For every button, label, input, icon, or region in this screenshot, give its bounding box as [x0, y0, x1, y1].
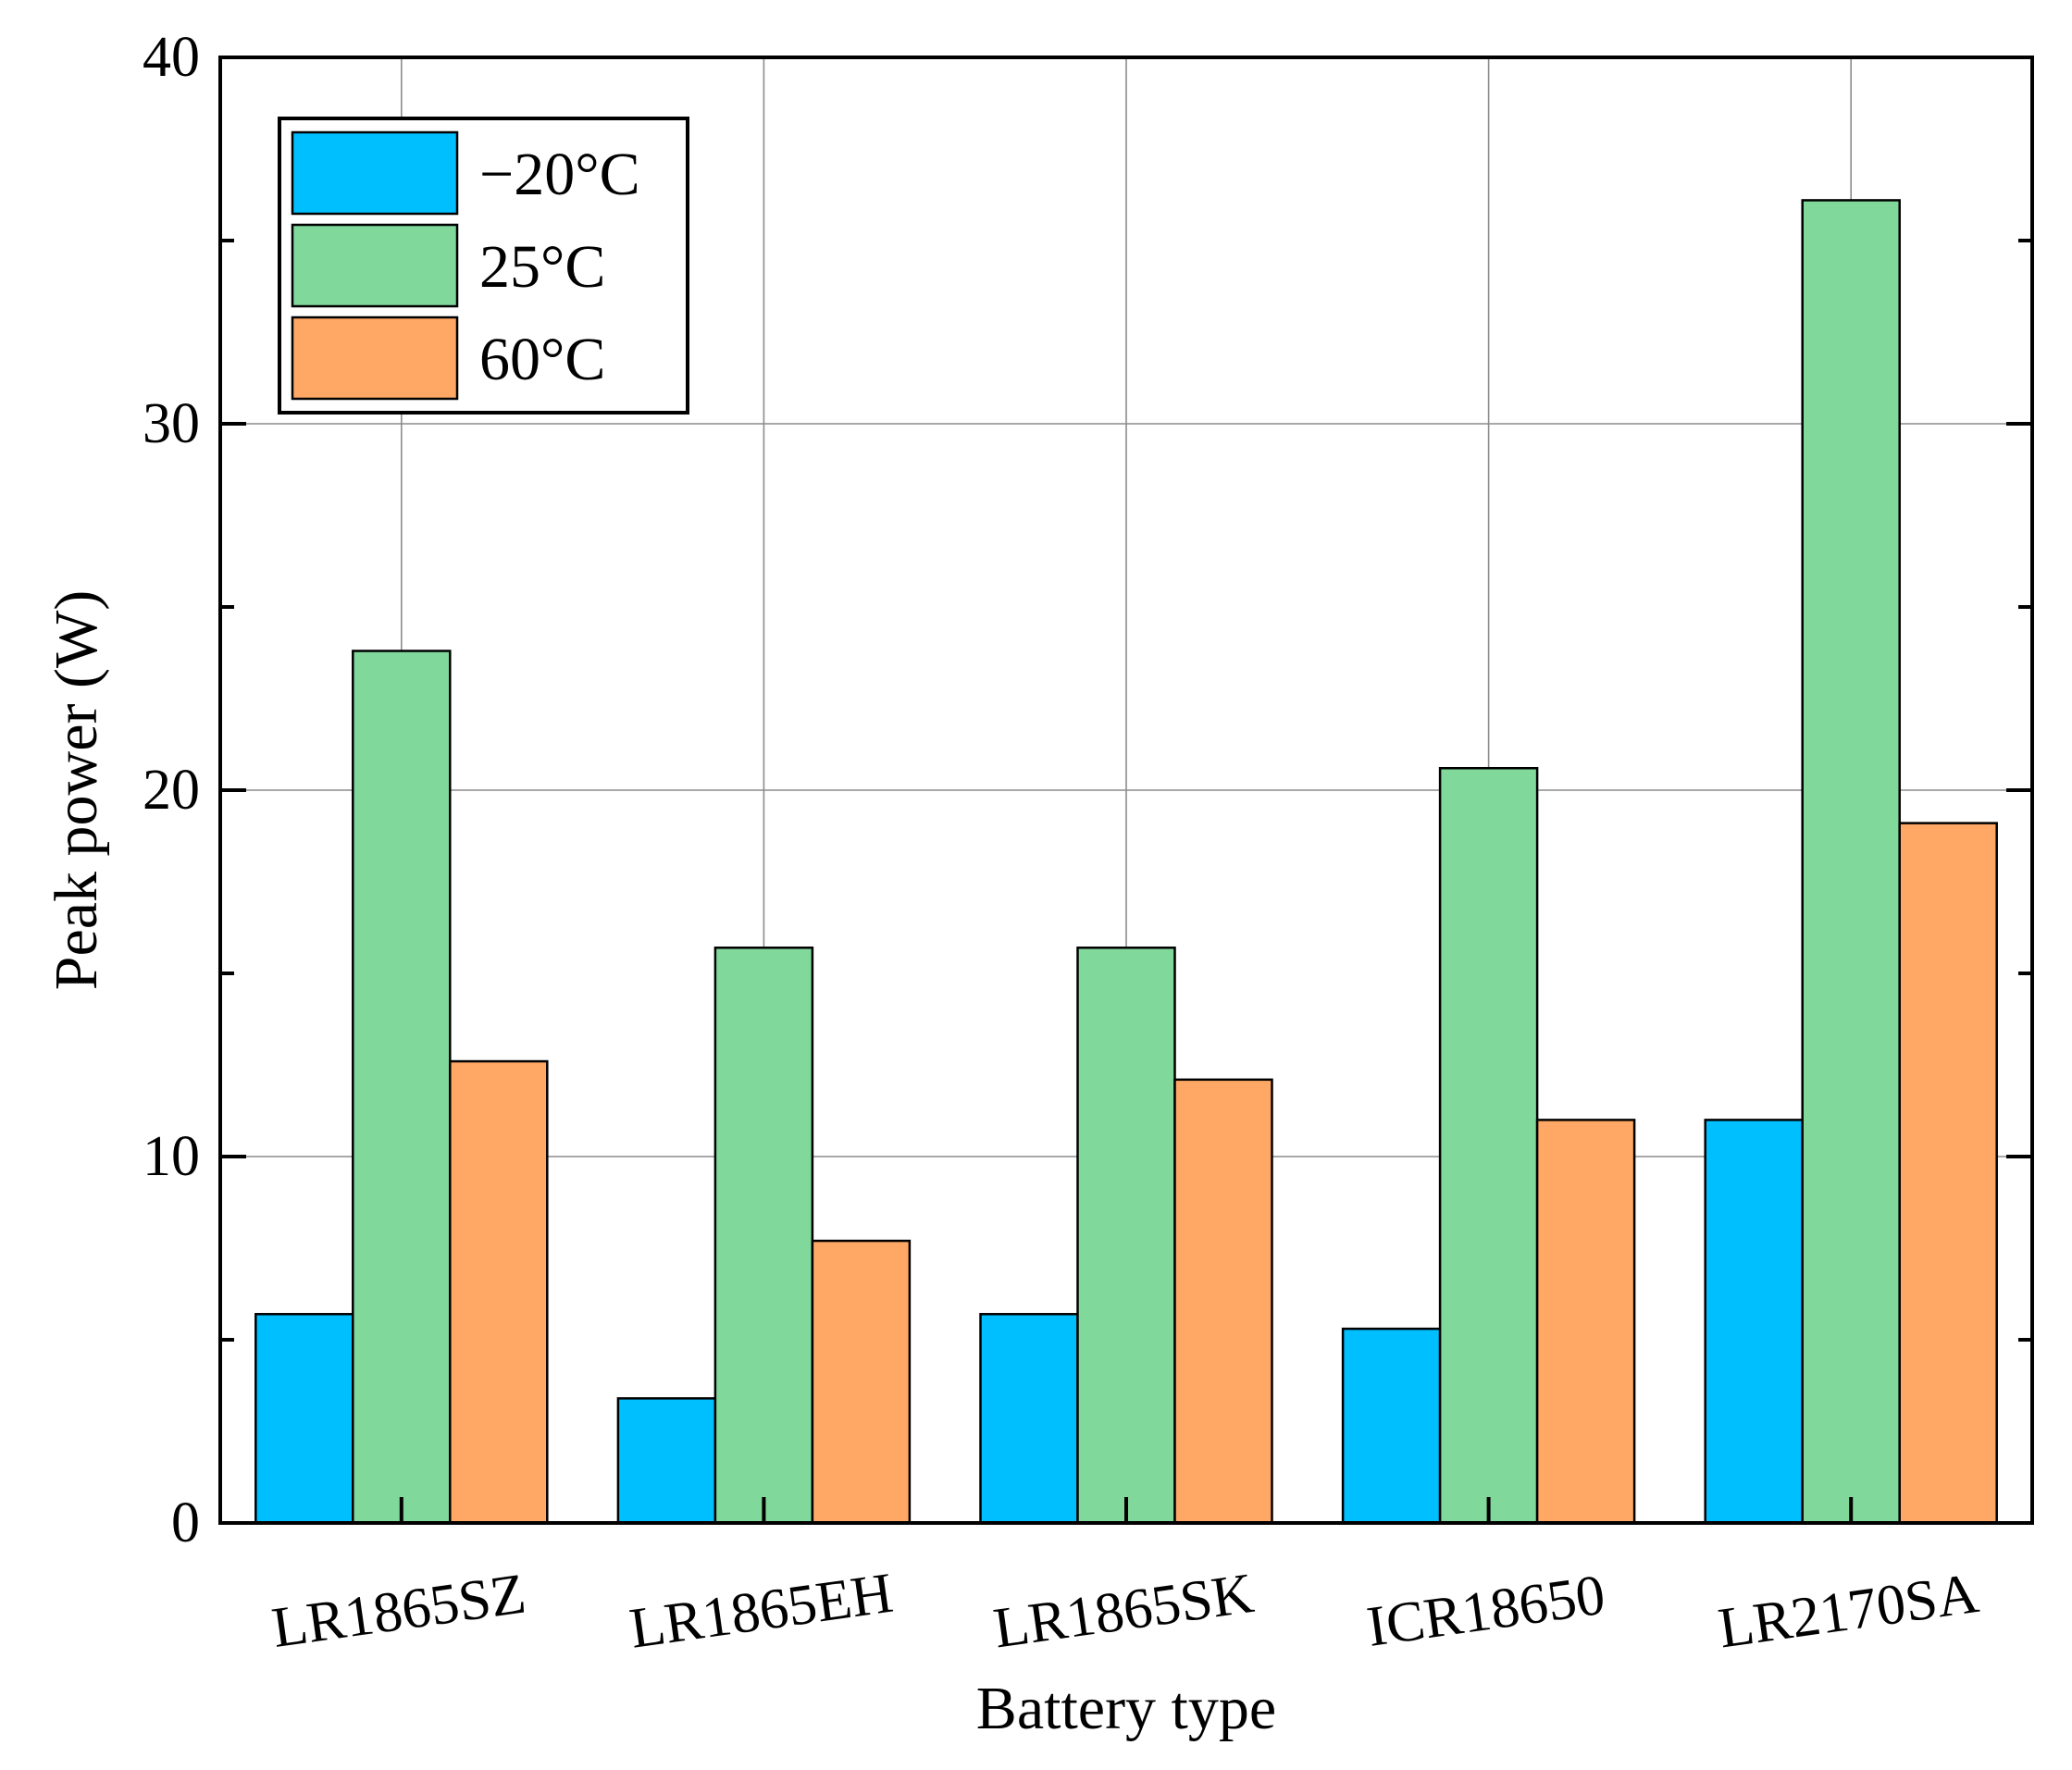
y-tick-label: 10: [143, 1125, 200, 1188]
bar-LR1865SZ-series-2: [449, 1059, 549, 1525]
y-axis-title: Peak power (W): [43, 590, 110, 990]
x-tick-labels: LR1865SZ LR1865EH LR1865SK ICR18650 LR2170SA: [268, 1562, 1982, 1661]
legend-label: −20°C: [479, 141, 640, 208]
bar-ICR18650-series-2: [1535, 1119, 1636, 1525]
bar-LR1865SK-series-1: [1076, 947, 1176, 1525]
legend-swatch: [291, 130, 459, 216]
bar-ICR18650-series-0: [1341, 1327, 1442, 1525]
x-tick-label: LR1865SZ: [268, 1562, 529, 1660]
x-tick-label: ICR18650: [1363, 1564, 1608, 1659]
bar-LR1865SK-series-0: [979, 1313, 1079, 1525]
bar-LR2170SA-series-0: [1704, 1119, 1804, 1525]
bars: [254, 199, 1998, 1525]
bar-LR2170SA-series-1: [1801, 199, 1901, 1525]
y-tick-label: 40: [143, 26, 200, 89]
legend-label: 60°C: [479, 326, 605, 393]
x-tick-label: LR1865EH: [626, 1562, 897, 1661]
bar-LR2170SA-series-2: [1898, 822, 1998, 1525]
legend: −20°C 25°C 60°C: [278, 117, 689, 415]
y-tick-label: 0: [171, 1492, 200, 1554]
legend-items: −20°C 25°C 60°C: [291, 130, 640, 401]
y-tick-labels: 0 10 20 30 40: [143, 26, 200, 1554]
x-tick-label: LR1865SK: [990, 1562, 1258, 1661]
y-tick-label: 20: [143, 759, 200, 822]
bar-LR1865SK-series-2: [1173, 1078, 1273, 1525]
bar-LR1865SZ-series-0: [254, 1313, 354, 1525]
bar-ICR18650-series-1: [1438, 766, 1539, 1525]
axis-ticks: [220, 56, 2032, 1525]
bar-LR1865EH-series-1: [713, 947, 814, 1525]
legend-swatch: [291, 316, 459, 401]
y-tick-label: 30: [143, 392, 200, 455]
x-axis-title: Battery type: [976, 1675, 1276, 1742]
legend-swatch: [291, 223, 459, 308]
legend-label: 25°C: [479, 233, 605, 301]
bar-LR1865EH-series-0: [616, 1397, 717, 1525]
bar-LR1865EH-series-2: [811, 1239, 912, 1525]
bar-LR1865SZ-series-1: [352, 650, 452, 1525]
x-tick-label: LR2170SA: [1715, 1562, 1982, 1661]
